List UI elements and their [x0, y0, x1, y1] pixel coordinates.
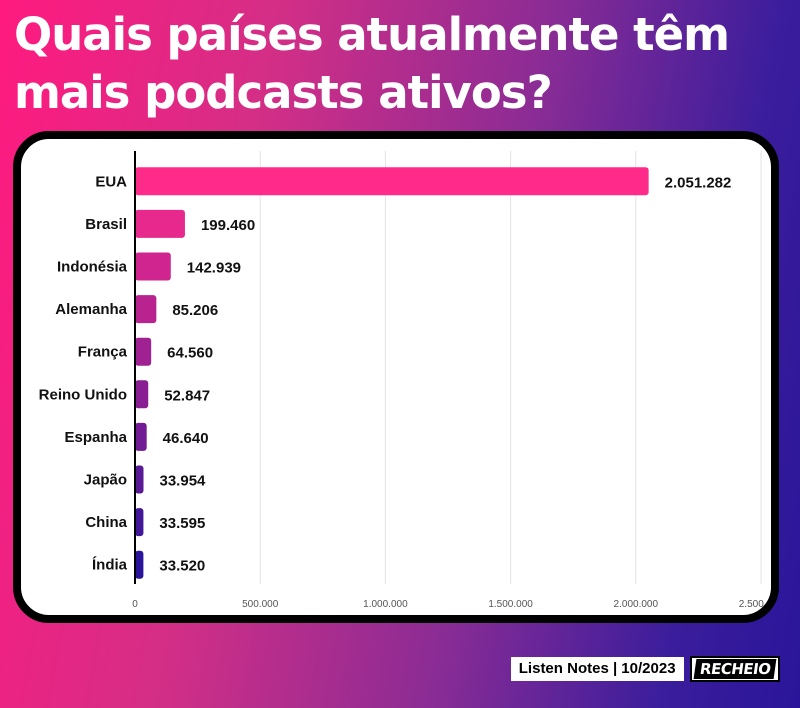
value-label: 33.954 — [160, 473, 207, 490]
bar — [135, 295, 157, 324]
x-tick-label: 1.500.000 — [488, 599, 533, 610]
value-label: 64.560 — [167, 345, 213, 362]
category-label: Japão — [84, 472, 127, 489]
x-tick-label: 2.500.000 — [739, 599, 771, 610]
value-label: 2.051.282 — [665, 174, 732, 191]
category-label: EUA — [95, 173, 127, 190]
value-label: 142.939 — [187, 260, 241, 277]
bar — [135, 508, 144, 537]
category-label: Brasil — [85, 216, 127, 233]
bar — [135, 550, 144, 579]
value-label: 52.847 — [164, 387, 210, 404]
value-label: 33.595 — [159, 515, 205, 532]
source-label: Listen Notes | 10/2023 — [510, 657, 684, 681]
title-line-1: Quais países atualmente têm — [14, 8, 730, 61]
category-label: Reino Unido — [39, 386, 127, 403]
bar — [135, 167, 649, 196]
bar — [135, 465, 144, 494]
footer: Listen Notes | 10/2023 RECHEIO — [510, 656, 780, 682]
bar — [135, 380, 149, 409]
logo-text: RECHEIO — [693, 659, 777, 679]
category-label: Alemanha — [55, 301, 127, 318]
category-label: França — [78, 344, 128, 361]
x-tick-label: 2.000.000 — [614, 599, 659, 610]
title-line-2: mais podcasts ativos? — [14, 66, 553, 119]
x-tick-label: 0 — [132, 599, 138, 610]
bar — [135, 422, 147, 451]
bar — [135, 252, 171, 281]
value-label: 85.206 — [172, 302, 218, 319]
bar — [135, 337, 152, 366]
category-label: Espanha — [64, 429, 127, 446]
value-label: 46.640 — [163, 430, 209, 447]
bar-chart: 0 500.000 1.000.000 1.500.000 2.000.000 2.500… — [39, 151, 771, 610]
category-label: China — [85, 514, 127, 531]
value-label: 199.460 — [201, 217, 255, 234]
chart-title: Quais países atualmente têm mais podcast… — [14, 6, 794, 122]
category-label: Indonésia — [57, 259, 128, 276]
category-label: Índia — [92, 557, 128, 574]
chart-card: 0 500.000 1.000.000 1.500.000 2.000.000 2.500… — [13, 131, 779, 623]
x-tick-label: 500.000 — [242, 599, 279, 610]
bar — [135, 209, 185, 238]
x-tick-label: 1.000.000 — [363, 599, 408, 610]
recheio-logo: RECHEIO — [689, 656, 780, 682]
value-label: 33.520 — [159, 558, 205, 575]
